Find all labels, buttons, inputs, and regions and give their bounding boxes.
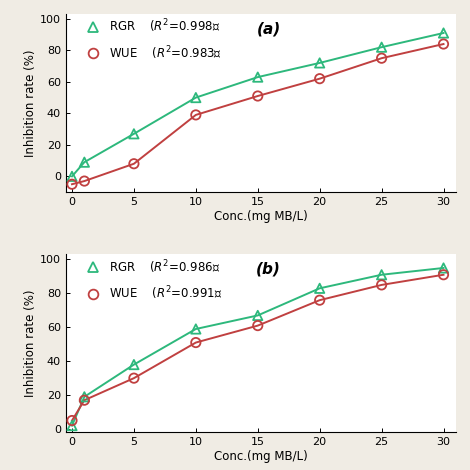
Point (68, 180, 76, 188)
Point (316, 297, 323, 304)
Point (378, 271, 385, 279)
Point (130, 361, 138, 368)
Point (130, 375, 138, 382)
X-axis label: Conc.(mg MB/L): Conc.(mg MB/L) (214, 210, 308, 223)
Point (316, 75, 323, 82)
Point (378, 55, 385, 62)
Y-axis label: Inhibition rate (%): Inhibition rate (%) (24, 49, 37, 157)
Point (192, 94, 200, 102)
Point (81, 393, 88, 400)
Point (192, 111, 200, 118)
Text: WUE    ($\mathit{R}^{2}$=0.983）: WUE ($\mathit{R}^{2}$=0.983） (109, 45, 221, 62)
Text: WUE    ($\mathit{R}^{2}$=0.991）: WUE ($\mathit{R}^{2}$=0.991） (109, 285, 222, 302)
Text: RGR    ($\mathit{R}^{2}$=0.986）: RGR ($\mathit{R}^{2}$=0.986） (109, 258, 220, 276)
Point (378, 43, 385, 51)
Point (254, 322, 261, 329)
Point (81, 158, 88, 166)
X-axis label: Conc.(mg MB/L): Conc.(mg MB/L) (214, 450, 308, 463)
Text: (b): (b) (256, 261, 281, 276)
Point (316, 59, 323, 67)
Point (440, 264, 447, 272)
Point (130, 130, 138, 138)
Y-axis label: Inhibition rate (%): Inhibition rate (%) (24, 290, 37, 397)
Point (440, 29, 447, 37)
Point (440, 271, 447, 279)
Point (254, 312, 261, 319)
Point (254, 92, 261, 100)
Point (254, 73, 261, 81)
Point (192, 339, 200, 346)
Point (68, 172, 76, 180)
Point (81, 177, 88, 185)
Point (316, 284, 323, 292)
Point (378, 281, 385, 289)
Point (68, 417, 76, 424)
Text: RGR    ($\mathit{R}^{2}$=0.998）: RGR ($\mathit{R}^{2}$=0.998） (109, 18, 220, 35)
Point (130, 160, 138, 167)
Point (192, 325, 200, 333)
Point (440, 40, 447, 48)
Point (68, 422, 76, 430)
Point (81, 396, 88, 404)
Text: (a): (a) (257, 21, 281, 36)
